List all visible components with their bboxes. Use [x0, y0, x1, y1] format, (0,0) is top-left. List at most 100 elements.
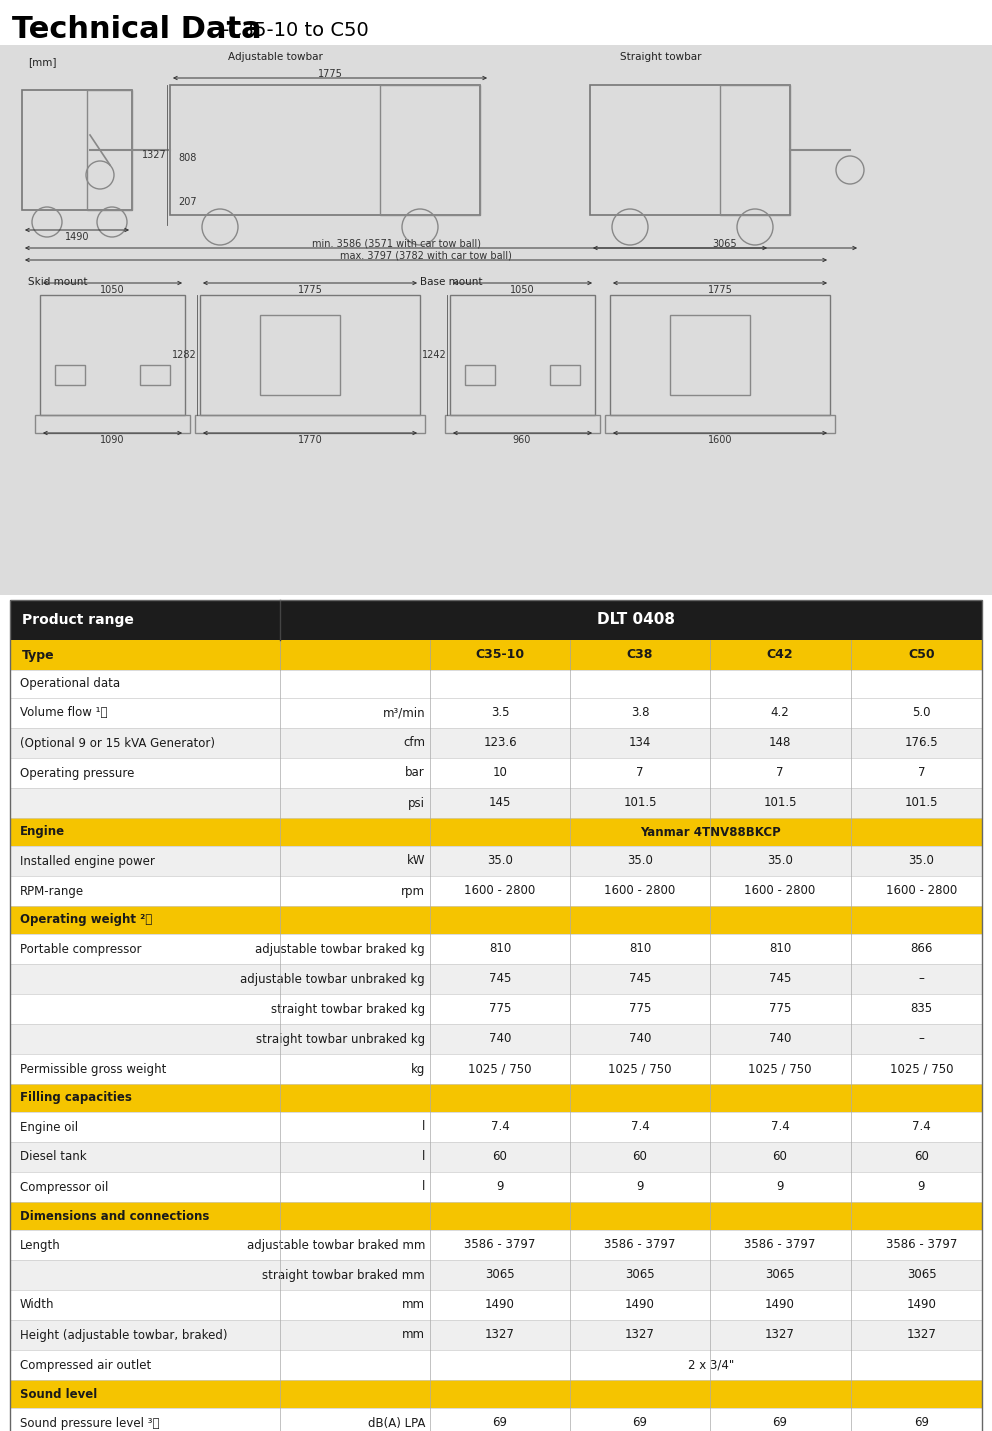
Text: 123.6: 123.6 [483, 737, 517, 750]
Text: kg: kg [411, 1062, 425, 1076]
Text: 1282: 1282 [172, 351, 196, 361]
Text: adjustable towbar braked mm: adjustable towbar braked mm [247, 1238, 425, 1252]
Text: Yanmar 4TNV88BKCP: Yanmar 4TNV88BKCP [641, 826, 782, 839]
Text: Technical Data: Technical Data [12, 16, 262, 44]
Text: 1327: 1327 [907, 1328, 936, 1341]
Bar [720, 84, 790, 215]
Text: max. 3797 (3782 with car tow ball): max. 3797 (3782 with car tow ball) [340, 250, 512, 260]
Bar [87, 90, 132, 210]
Text: Engine oil: Engine oil [20, 1120, 78, 1133]
Text: Operating weight ²⧉: Operating weight ²⧉ [20, 913, 152, 926]
Bar [200, 295, 420, 415]
Bar [465, 365, 495, 385]
Text: Sound level: Sound level [20, 1388, 97, 1401]
Bar [10, 995, 982, 1025]
Bar [10, 640, 982, 670]
Text: 148: 148 [769, 737, 792, 750]
Bar [10, 1319, 982, 1349]
Text: adjustable towbar braked kg: adjustable towbar braked kg [255, 943, 425, 956]
Bar [10, 1055, 982, 1085]
Text: 3586 - 3797: 3586 - 3797 [464, 1238, 536, 1252]
Text: 3065: 3065 [625, 1268, 655, 1282]
Text: –: – [919, 973, 925, 986]
Text: 866: 866 [911, 943, 932, 956]
Bar [10, 1289, 982, 1319]
Text: 810: 810 [769, 943, 792, 956]
Bar [140, 365, 170, 385]
Text: 1770: 1770 [298, 435, 322, 445]
Bar [10, 600, 982, 640]
Text: Dimensions and connections: Dimensions and connections [20, 1209, 209, 1222]
Text: dB(A) LPA: dB(A) LPA [368, 1417, 425, 1430]
Text: 134: 134 [629, 737, 651, 750]
Text: 2 x 3/4": 2 x 3/4" [687, 1358, 734, 1371]
Text: 1775: 1775 [317, 69, 342, 79]
Text: 1490: 1490 [907, 1298, 936, 1311]
Text: 145: 145 [489, 797, 511, 810]
Text: 4.2: 4.2 [771, 707, 790, 720]
Bar [10, 698, 982, 728]
Text: l: l [422, 1120, 425, 1133]
Text: l: l [422, 1151, 425, 1163]
Text: Portable compressor: Portable compressor [20, 943, 142, 956]
Text: psi: psi [408, 797, 425, 810]
Text: adjustable towbar unbraked kg: adjustable towbar unbraked kg [240, 973, 425, 986]
Text: 810: 810 [629, 943, 651, 956]
Text: Width: Width [20, 1298, 55, 1311]
Text: 3586 - 3797: 3586 - 3797 [744, 1238, 815, 1252]
Text: m³/min: m³/min [382, 707, 425, 720]
Bar [260, 315, 340, 395]
Text: 101.5: 101.5 [623, 797, 657, 810]
Text: 69: 69 [773, 1417, 788, 1430]
Bar [10, 788, 982, 819]
Text: 1600: 1600 [707, 435, 732, 445]
Text: 60: 60 [493, 1151, 508, 1163]
Text: l: l [422, 1181, 425, 1193]
Text: 7.4: 7.4 [912, 1120, 930, 1133]
Bar [590, 84, 790, 215]
Text: 810: 810 [489, 943, 511, 956]
Text: bar: bar [406, 767, 425, 780]
Text: straight towbar braked kg: straight towbar braked kg [271, 1003, 425, 1016]
Text: 1775: 1775 [707, 285, 732, 295]
Text: Engine: Engine [20, 826, 65, 839]
Text: 1490: 1490 [625, 1298, 655, 1311]
Text: 1050: 1050 [510, 285, 535, 295]
Text: 69: 69 [914, 1417, 929, 1430]
Text: Volume flow ¹⧉: Volume flow ¹⧉ [20, 707, 107, 720]
Text: 7: 7 [918, 767, 926, 780]
Bar [10, 934, 982, 964]
Text: Product range: Product range [22, 612, 134, 627]
Text: Height (adjustable towbar, braked): Height (adjustable towbar, braked) [20, 1328, 227, 1341]
Bar [10, 1142, 982, 1172]
Text: C35-10 to C50: C35-10 to C50 [228, 20, 369, 40]
Text: C35-10: C35-10 [475, 648, 525, 661]
Text: 3586 - 3797: 3586 - 3797 [604, 1238, 676, 1252]
Text: rpm: rpm [401, 884, 425, 897]
Text: Type: Type [22, 648, 55, 661]
Text: 9: 9 [636, 1181, 644, 1193]
Text: 775: 775 [489, 1003, 511, 1016]
Bar [610, 295, 830, 415]
Text: 808: 808 [179, 153, 197, 163]
Bar [605, 415, 835, 434]
Bar [10, 1112, 982, 1142]
Text: C38: C38 [627, 648, 653, 661]
Text: 35.0: 35.0 [767, 854, 793, 867]
Text: 1327: 1327 [625, 1328, 655, 1341]
Text: 3065: 3065 [907, 1268, 936, 1282]
Text: Skid mount: Skid mount [28, 278, 87, 288]
Text: 101.5: 101.5 [763, 797, 797, 810]
Bar [10, 1231, 982, 1261]
Text: 1025 / 750: 1025 / 750 [890, 1062, 953, 1076]
Bar [22, 90, 132, 210]
Text: 60: 60 [633, 1151, 648, 1163]
Text: Permissible gross weight: Permissible gross weight [20, 1062, 167, 1076]
Text: mm: mm [402, 1298, 425, 1311]
Text: Straight towbar: Straight towbar [620, 52, 701, 62]
Text: 775: 775 [629, 1003, 651, 1016]
Text: 9: 9 [496, 1181, 504, 1193]
Text: (Optional 9 or 15 kVA Generator): (Optional 9 or 15 kVA Generator) [20, 737, 215, 750]
Bar [10, 1408, 982, 1431]
Text: 10: 10 [493, 767, 508, 780]
